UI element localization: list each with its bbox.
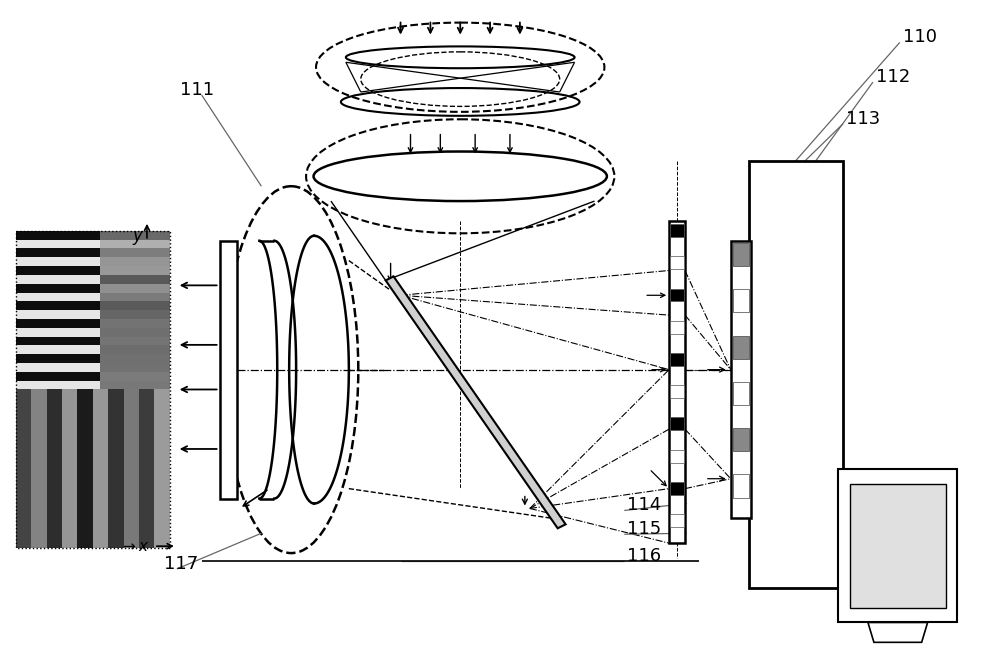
Bar	[16, 258, 100, 266]
Bar	[100, 319, 170, 328]
Polygon shape	[868, 622, 928, 643]
Bar	[100, 363, 170, 372]
Bar	[16, 319, 100, 328]
Bar	[670, 514, 684, 527]
Bar	[124, 390, 139, 548]
Bar	[100, 328, 170, 336]
Text: 113: 113	[846, 110, 880, 128]
Text: 117: 117	[164, 555, 198, 573]
Text: 118: 118	[880, 487, 914, 506]
Bar	[670, 385, 684, 398]
Bar	[100, 380, 170, 390]
Bar	[670, 288, 684, 302]
Bar	[16, 302, 100, 310]
Bar	[670, 449, 684, 463]
Bar	[62, 390, 77, 548]
Bar	[100, 231, 170, 240]
Bar	[669, 221, 685, 543]
Bar	[108, 390, 124, 548]
Text: $\rightarrow x$: $\rightarrow x$	[120, 539, 150, 554]
Bar	[670, 321, 684, 334]
Bar	[100, 302, 170, 310]
Bar	[16, 275, 100, 284]
Bar	[16, 284, 100, 292]
Bar	[670, 482, 684, 495]
Bar	[16, 231, 100, 240]
Polygon shape	[386, 277, 566, 528]
Text: 111: 111	[180, 81, 214, 99]
Bar	[100, 346, 170, 354]
Bar	[77, 390, 93, 548]
Bar	[733, 336, 749, 359]
Bar	[670, 256, 684, 269]
Bar	[16, 390, 31, 548]
Bar	[670, 417, 684, 430]
Bar	[31, 390, 47, 548]
Bar	[100, 354, 170, 363]
Bar	[100, 258, 170, 266]
Bar	[100, 248, 170, 258]
Bar	[733, 243, 749, 266]
Bar	[731, 240, 751, 518]
Bar	[733, 382, 749, 405]
Bar	[16, 240, 100, 248]
Bar	[16, 354, 100, 363]
Bar	[100, 266, 170, 275]
Bar	[154, 390, 170, 548]
Bar	[16, 363, 100, 372]
Bar	[16, 346, 100, 354]
Bar	[139, 390, 154, 548]
Bar	[16, 231, 170, 548]
Text: 112: 112	[876, 68, 910, 86]
Bar	[16, 372, 100, 380]
Text: 110: 110	[903, 28, 937, 47]
Bar	[850, 484, 946, 608]
Bar	[16, 310, 100, 319]
Bar	[100, 336, 170, 346]
Bar	[100, 292, 170, 302]
Bar	[749, 162, 843, 588]
Bar	[16, 266, 100, 275]
Text: 114: 114	[627, 497, 662, 514]
Bar	[733, 289, 749, 313]
Bar	[670, 353, 684, 366]
Bar	[100, 240, 170, 248]
Bar	[100, 284, 170, 292]
Bar	[220, 240, 237, 499]
Bar	[100, 275, 170, 284]
Bar	[16, 380, 100, 390]
Bar	[16, 328, 100, 336]
Bar	[733, 474, 749, 497]
Text: 116: 116	[627, 547, 661, 565]
Text: y: y	[132, 227, 142, 245]
Bar	[670, 224, 684, 237]
Bar	[47, 390, 62, 548]
Bar	[16, 336, 100, 346]
Bar	[93, 390, 108, 548]
Bar	[100, 372, 170, 380]
Text: 115: 115	[627, 520, 662, 538]
Bar	[733, 428, 749, 451]
Bar	[100, 310, 170, 319]
Bar	[16, 248, 100, 258]
Bar	[16, 292, 100, 302]
Bar	[838, 469, 957, 622]
